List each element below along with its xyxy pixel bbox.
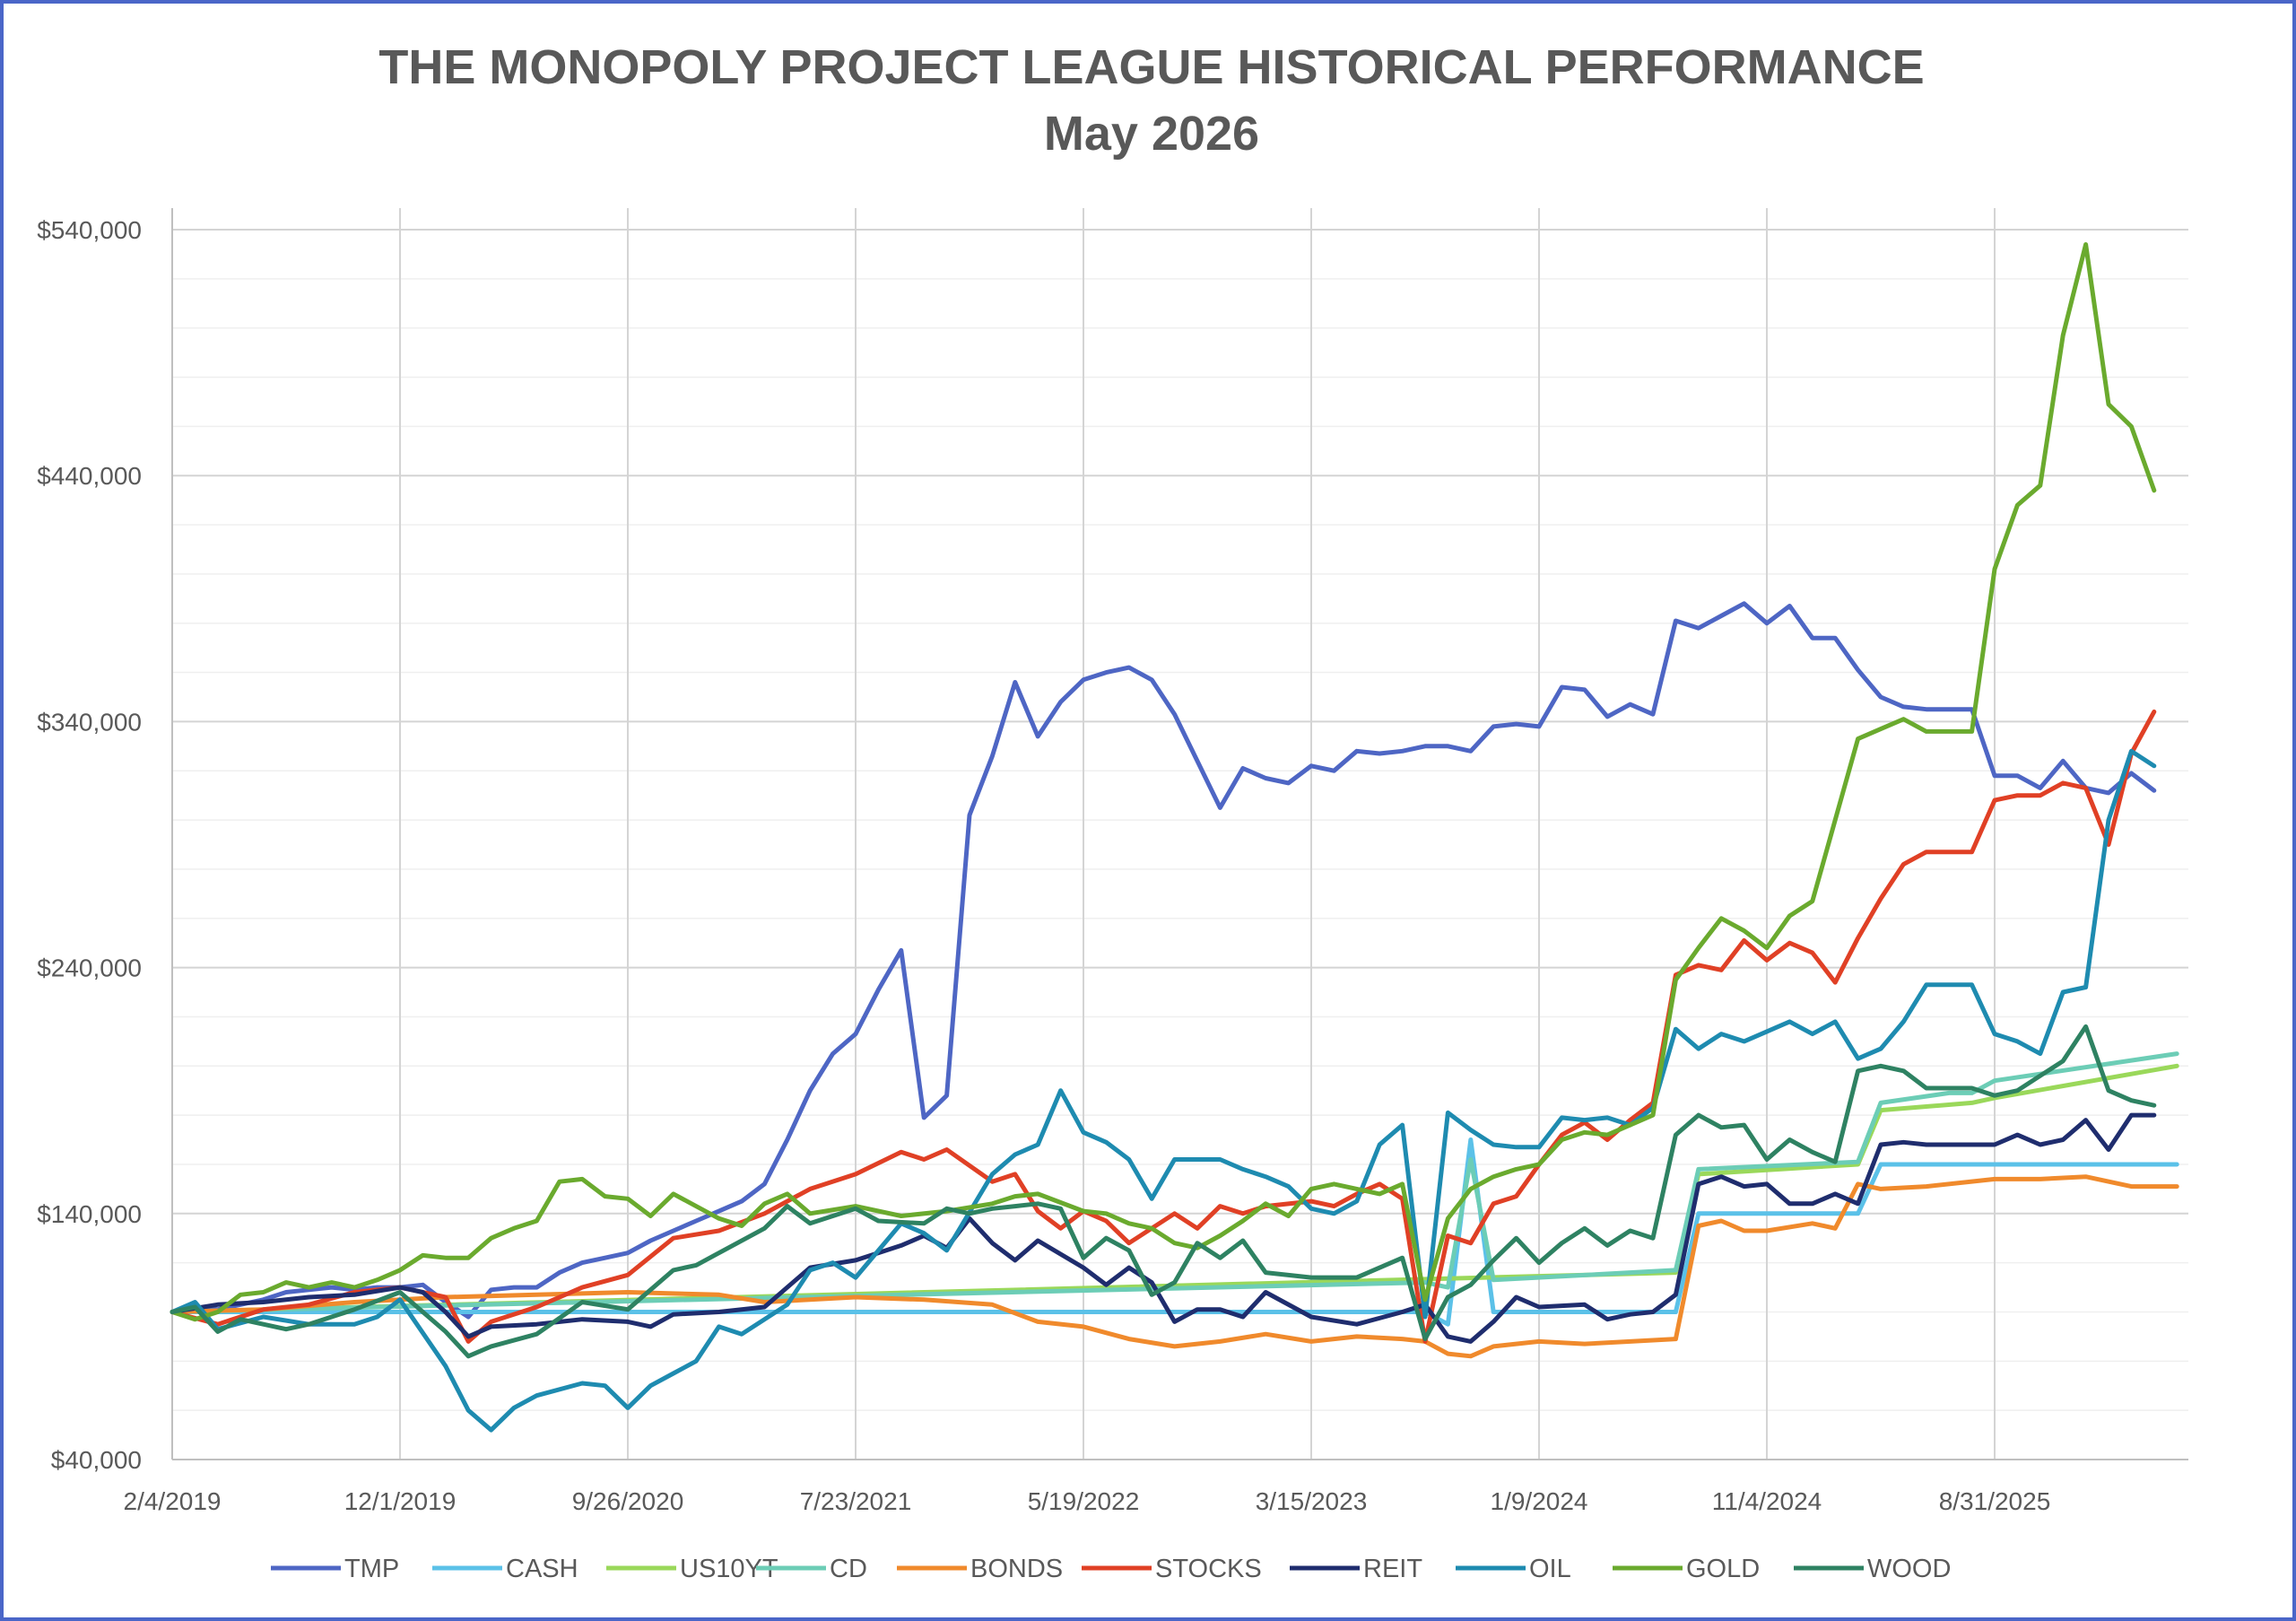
legend-label-cd: CD <box>830 1555 867 1583</box>
chart-axes <box>171 208 2188 1460</box>
x-tick-label: 8/31/2025 <box>1939 1487 2051 1515</box>
y-tick-label: $140,000 <box>37 1200 142 1228</box>
chart-subtitle: May 2026 <box>1043 107 1260 161</box>
series-line-gold <box>170 242 2157 1322</box>
y-tick-label: $40,000 <box>51 1446 142 1474</box>
legend-label-stocks: STOCKS <box>1155 1555 1262 1583</box>
legend-label-wood: WOOD <box>1867 1555 1951 1583</box>
major-gridlines <box>172 208 2188 1460</box>
series-line-oil <box>170 748 2157 1433</box>
legend-label-oil: OIL <box>1529 1555 1571 1583</box>
x-tick-label: 3/15/2023 <box>1256 1487 1368 1515</box>
series-line-tmp <box>170 601 2157 1320</box>
y-tick-label: $440,000 <box>37 462 142 490</box>
y-tick-label: $240,000 <box>37 954 142 982</box>
x-axis-tick-labels: 2/4/2019 12/1/2019 9/26/2020 7/23/2021 5/19/… <box>124 1487 2051 1515</box>
x-tick-label: 12/1/2019 <box>344 1487 457 1515</box>
x-tick-label: 7/23/2021 <box>800 1487 912 1515</box>
legend-label-cash: CASH <box>506 1555 578 1583</box>
legend-label-bonds: BONDS <box>970 1555 1063 1583</box>
x-tick-label: 5/19/2022 <box>1028 1487 1140 1515</box>
legend-label-reit: REIT <box>1363 1555 1422 1583</box>
series-line-cd <box>170 1051 2179 1314</box>
legend-label-tmp: TMP <box>344 1555 399 1583</box>
series-line-reit <box>170 1112 2157 1344</box>
x-tick-label: 11/4/2024 <box>1712 1487 1822 1515</box>
y-tick-label: $340,000 <box>37 708 142 736</box>
legend: TMP CASH US10YT CD BONDS STOCKS REIT OIL GOLD WOO… <box>271 1555 1951 1583</box>
minor-gridlines <box>172 278 2188 1411</box>
series-line-bonds <box>170 1174 2179 1359</box>
series-line-stocks <box>170 709 2157 1344</box>
y-tick-label: $540,000 <box>37 216 142 244</box>
x-tick-label: 9/26/2020 <box>572 1487 684 1515</box>
series-line-wood <box>170 1024 2157 1359</box>
chart-title: THE MONOPOLY PROJECT LEAGUE HISTORICAL P… <box>378 40 1925 94</box>
y-axis-tick-labels: $40,000 $140,000 $240,000 $340,000 $440,000 $… <box>37 216 142 1474</box>
x-tick-label: 2/4/2019 <box>124 1487 222 1515</box>
x-tick-label: 1/9/2024 <box>1491 1487 1588 1515</box>
series-lines <box>170 242 2179 1433</box>
legend-label-gold: GOLD <box>1686 1555 1760 1583</box>
